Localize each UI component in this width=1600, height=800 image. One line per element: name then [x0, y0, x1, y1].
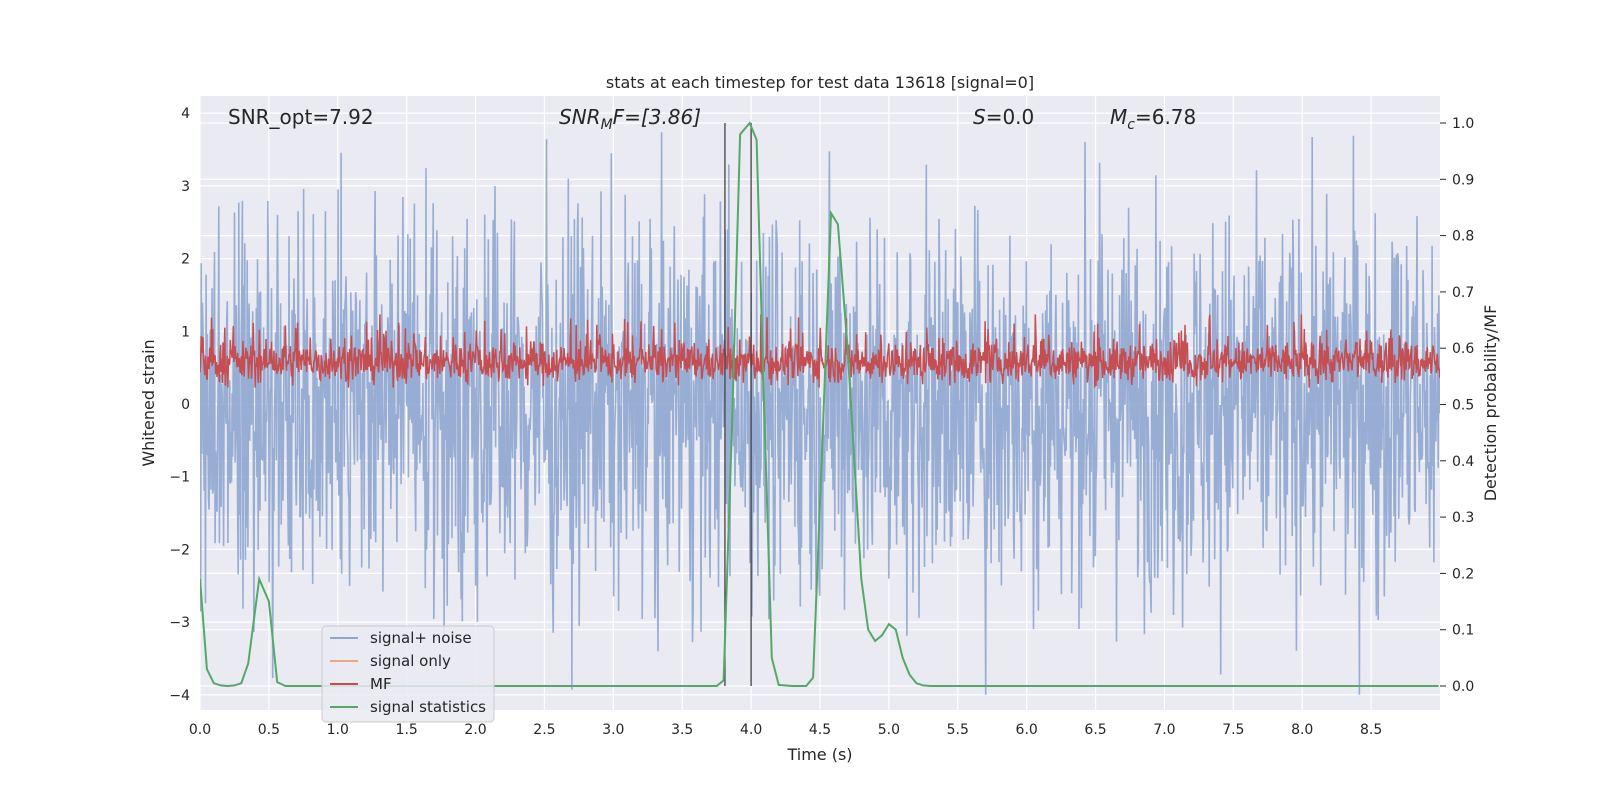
annotation-snr-mf: SNRMF=[3.86] — [559, 105, 701, 133]
annotation-snr-opt: SNR_opt=7.92 — [228, 105, 374, 129]
y-tick-label-left: 3 — [181, 179, 190, 195]
x-tick-label: 3.0 — [602, 722, 624, 738]
x-tick-label: 2.0 — [464, 722, 486, 738]
x-tick-label: 1.0 — [327, 722, 349, 738]
y-tick-label-right: 0.2 — [1452, 566, 1474, 582]
y-axis-label-left: Whitened strain — [139, 339, 158, 466]
y-tick-label-right: 0.6 — [1452, 341, 1474, 357]
y-tick-label-left: −4 — [169, 688, 190, 704]
x-tick-label: 8.5 — [1360, 722, 1382, 738]
x-axis-label: Time (s) — [786, 745, 852, 764]
x-tick-label: 6.5 — [1084, 722, 1106, 738]
y-axis-label-right: Detection probability/MF — [1481, 305, 1500, 502]
y-tick-label-left: −1 — [169, 470, 190, 486]
x-tick-label: 5.0 — [878, 722, 900, 738]
legend-label-signal-only: signal only — [370, 652, 451, 670]
legend-box — [321, 625, 495, 723]
y-tick-label-right: 0.8 — [1452, 229, 1474, 245]
y-tick-label-left: 1 — [181, 324, 190, 340]
x-tick-label: 4.0 — [740, 722, 762, 738]
series-line-mf — [200, 314, 1440, 388]
y-tick-label-left: −2 — [169, 542, 190, 558]
y-tick-label-left: 4 — [181, 106, 190, 122]
x-tick-label: 0.5 — [258, 722, 280, 738]
y-tick-label-right: 0.4 — [1452, 454, 1474, 470]
x-tick-label: 6.0 — [1016, 722, 1038, 738]
x-tick-label: 8.0 — [1291, 722, 1313, 738]
annotation-mc: Mc=6.78 — [1110, 105, 1196, 133]
y-tick-label-right: 1.0 — [1452, 116, 1474, 132]
legend-label-mf: MF — [370, 675, 392, 693]
y-tick-label-right: 0.3 — [1452, 510, 1474, 526]
annotation-s: S=0.0 — [973, 105, 1034, 129]
legend: signal+ noise signal only MF signal stat… — [321, 625, 495, 723]
x-tick-label: 7.0 — [1153, 722, 1175, 738]
y-tick-label-right: 0.5 — [1452, 398, 1474, 414]
chart-title: stats at each timestep for test data 136… — [606, 73, 1034, 92]
x-tick-label: 1.5 — [396, 722, 418, 738]
x-tick-label: 4.5 — [809, 722, 831, 738]
x-tick-label: 7.5 — [1222, 722, 1244, 738]
y-tick-label-left: 2 — [181, 252, 190, 268]
series-line-signal-statistics — [200, 121, 1439, 688]
y-tick-label-left: 0 — [181, 397, 190, 413]
y-tick-label-left: −3 — [169, 615, 190, 631]
y-tick-label-right: 0.0 — [1452, 679, 1474, 695]
x-tick-label: 5.5 — [947, 722, 969, 738]
plot-area — [200, 121, 1440, 695]
y-tick-label-right: 0.1 — [1452, 623, 1474, 639]
x-tick-label: 0.0 — [189, 722, 211, 738]
ticks: 0.0 0.5 1.0 1.5 2.0 2.5 3.0 3.5 4.0 4.5 5.0 5.5 6.0 6… — [169, 106, 1474, 738]
legend-label-signal-statistics: signal statistics — [370, 698, 486, 716]
x-tick-label: 3.5 — [671, 722, 693, 738]
y-tick-label-right: 0.9 — [1452, 172, 1474, 188]
x-tick-label: 2.5 — [533, 722, 555, 738]
y-tick-label-right: 0.7 — [1452, 285, 1474, 301]
legend-label-signal-noise: signal+ noise — [370, 629, 472, 647]
